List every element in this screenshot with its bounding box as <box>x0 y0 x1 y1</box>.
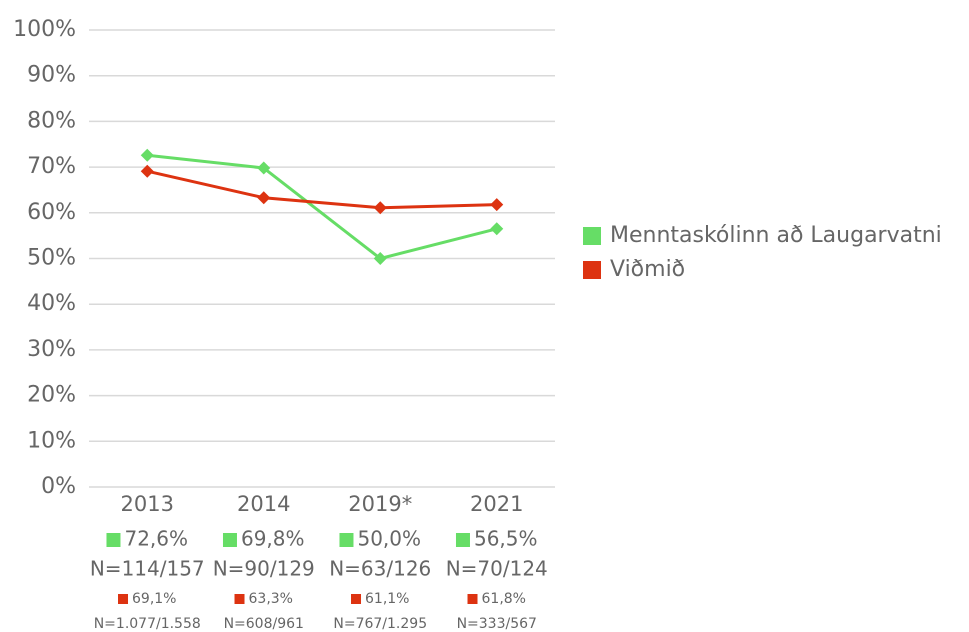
legend-swatch <box>583 261 601 279</box>
n-label: N=1.077/1.558 <box>94 616 201 632</box>
y-tick-label: 80% <box>27 108 76 133</box>
value-swatch <box>467 594 478 604</box>
legend-label: Viðmið <box>610 257 685 282</box>
y-tick-label: 50% <box>27 246 76 271</box>
value-label: 69,1% <box>132 591 176 607</box>
n-label: N=333/567 <box>457 616 537 632</box>
value-swatch <box>222 533 237 547</box>
y-tick-label: 20% <box>27 383 76 408</box>
value-swatch <box>234 594 245 604</box>
x-tick-label: 2013 <box>121 492 174 516</box>
y-tick-label: 40% <box>27 291 76 316</box>
y-tick-label: 60% <box>27 200 76 225</box>
n-label: N=63/126 <box>329 557 431 581</box>
value-label: 72,6% <box>124 527 188 551</box>
x-tick-label: 2021 <box>470 492 523 516</box>
x-tick-label: 2014 <box>237 492 290 516</box>
point-marker <box>140 164 154 178</box>
value-swatch <box>118 594 129 604</box>
point-marker <box>257 191 271 205</box>
value-label: 50,0% <box>357 527 421 551</box>
y-tick-label: 30% <box>27 337 76 362</box>
point-marker <box>490 222 504 236</box>
y-tick-label: 70% <box>27 154 76 179</box>
value-label: 63,3% <box>249 591 293 607</box>
value-label: 61,1% <box>365 591 409 607</box>
y-tick-label: 0% <box>41 474 76 499</box>
value-label: 61,8% <box>482 591 526 607</box>
point-marker <box>490 198 504 212</box>
n-label: N=114/157 <box>90 557 205 581</box>
value-label: 69,8% <box>241 527 305 551</box>
y-tick-label: 100% <box>13 17 76 42</box>
series-line <box>147 153 498 261</box>
value-label: 56,5% <box>474 527 538 551</box>
point-marker <box>140 148 154 162</box>
value-swatch <box>351 594 362 604</box>
legend-swatch <box>583 227 601 245</box>
y-tick-label: 10% <box>27 428 76 453</box>
point-marker <box>373 201 387 215</box>
n-label: N=90/129 <box>213 557 315 581</box>
n-label: N=767/1.295 <box>333 616 427 632</box>
series-line <box>146 169 497 210</box>
n-label: N=70/124 <box>446 557 548 581</box>
point-marker <box>257 161 271 175</box>
value-swatch <box>106 533 121 547</box>
x-tick-label: 2019* <box>348 492 412 516</box>
value-swatch <box>455 533 470 547</box>
n-label: N=608/961 <box>224 616 304 632</box>
value-swatch <box>339 533 354 547</box>
legend-label: Menntaskólinn að Laugarvatni <box>610 223 942 248</box>
y-tick-label: 90% <box>27 63 76 88</box>
point-marker <box>373 252 387 265</box>
